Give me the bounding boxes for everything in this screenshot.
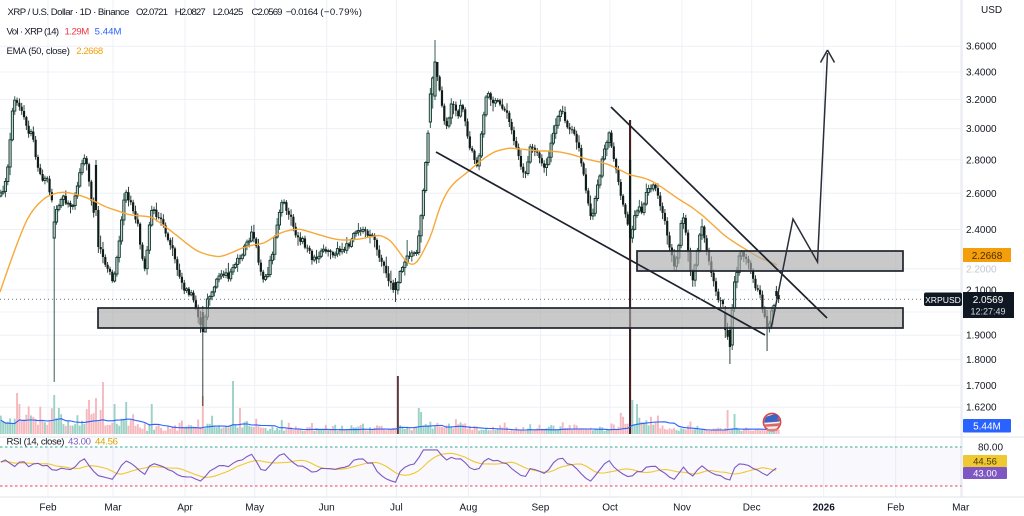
- svg-text:Nov: Nov: [673, 503, 691, 514]
- svg-text:Mar: Mar: [104, 503, 122, 514]
- svg-text:Jul: Jul: [390, 503, 403, 514]
- svg-text:Mar: Mar: [952, 503, 970, 514]
- svg-text:12:27:49: 12:27:49: [970, 307, 1005, 317]
- svg-text:XRP / U.S. Dollar · 1D · Binan: XRP / U.S. Dollar · 1D · Binance: [8, 7, 130, 18]
- svg-text:Apr: Apr: [177, 503, 193, 514]
- svg-text:2.2000: 2.2000: [966, 264, 997, 275]
- svg-text:3.2000: 3.2000: [966, 95, 997, 106]
- svg-text:2.0569: 2.0569: [973, 295, 1004, 306]
- svg-text:Aug: Aug: [460, 503, 478, 514]
- svg-text:−0.0164: −0.0164: [286, 7, 319, 18]
- svg-text:RSI (14, close): RSI (14, close): [7, 437, 65, 448]
- svg-text:43.00: 43.00: [973, 469, 997, 480]
- svg-text:Feb: Feb: [887, 503, 905, 514]
- svg-text:EMA (50, close): EMA (50, close): [7, 46, 70, 57]
- svg-text:80.00: 80.00: [978, 443, 1003, 454]
- svg-text:1.8000: 1.8000: [966, 355, 997, 366]
- svg-text:2026: 2026: [813, 503, 836, 514]
- svg-text:5.44M: 5.44M: [95, 27, 122, 38]
- svg-text:C2.0569: C2.0569: [252, 7, 283, 18]
- svg-text:44.56: 44.56: [95, 437, 118, 448]
- svg-text:3.6000: 3.6000: [966, 42, 997, 53]
- svg-text:H2.0827: H2.0827: [175, 7, 206, 18]
- svg-text:44.56: 44.56: [973, 457, 997, 468]
- svg-text:2.1000: 2.1000: [966, 285, 997, 296]
- svg-text:Vol · XRP (14): Vol · XRP (14): [7, 27, 60, 38]
- svg-text:XRPUSD: XRPUSD: [925, 295, 961, 305]
- svg-text:May: May: [245, 503, 264, 514]
- svg-text:Sep: Sep: [532, 503, 550, 514]
- svg-text:Feb: Feb: [39, 503, 57, 514]
- svg-text:(−0.79%): (−0.79%): [320, 7, 362, 18]
- svg-text:Oct: Oct: [602, 503, 618, 514]
- svg-text:1.29M: 1.29M: [65, 27, 90, 38]
- svg-text:3.0000: 3.0000: [966, 124, 997, 135]
- svg-text:O2.0721: O2.0721: [136, 7, 168, 18]
- svg-text:2.2668: 2.2668: [972, 251, 1003, 262]
- svg-text:Jun: Jun: [319, 503, 335, 514]
- svg-text:1.6200: 1.6200: [966, 403, 997, 414]
- svg-text:5.44M: 5.44M: [973, 422, 1001, 433]
- svg-text:1.7000: 1.7000: [966, 381, 997, 392]
- svg-text:1.9000: 1.9000: [966, 331, 997, 342]
- svg-text:2.6000: 2.6000: [966, 189, 997, 200]
- svg-text:43.00: 43.00: [68, 437, 91, 448]
- svg-text:L2.0425: L2.0425: [213, 7, 244, 18]
- svg-text:2.8000: 2.8000: [966, 155, 997, 166]
- svg-text:3.4000: 3.4000: [966, 68, 997, 79]
- svg-text:Dec: Dec: [743, 503, 761, 514]
- svg-text:2.2668: 2.2668: [76, 46, 103, 57]
- svg-text:USD: USD: [981, 5, 1002, 16]
- svg-text:2.4000: 2.4000: [966, 225, 997, 236]
